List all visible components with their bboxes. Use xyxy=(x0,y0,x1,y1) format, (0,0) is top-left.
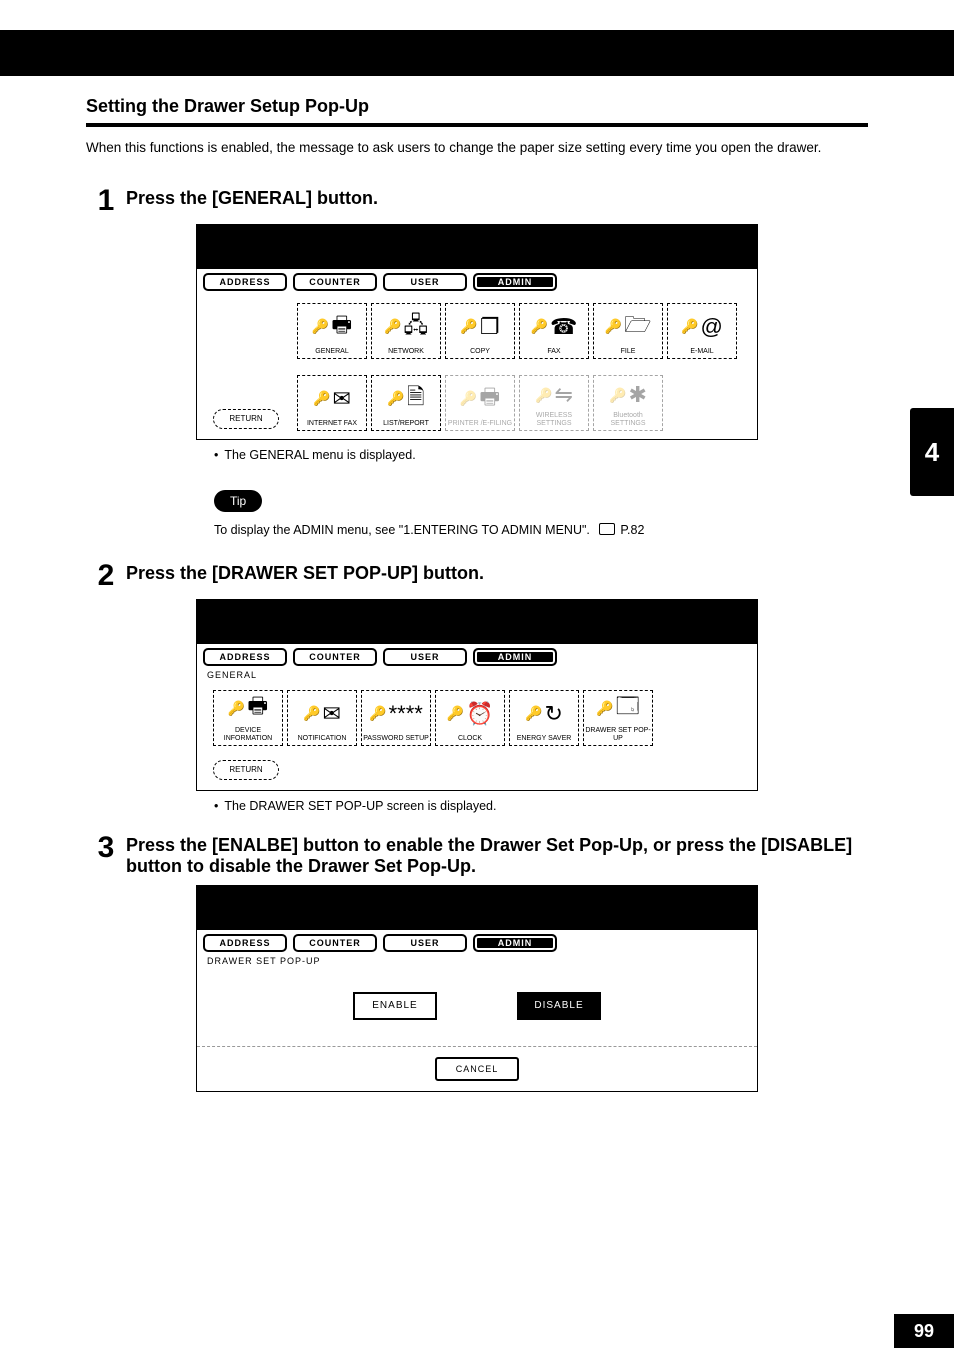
step1-note: •The GENERAL menu is displayed. xyxy=(214,448,868,462)
menu-button[interactable]: 🔑🖶DEVICE INFORMATION xyxy=(213,690,283,746)
menu-button[interactable]: 🔑✱Bluetooth SETTINGS xyxy=(593,375,663,431)
ui-screenshot-2: ADDRESS COUNTER USER ADMIN GENERAL 🔑🖶DEV… xyxy=(196,599,758,791)
tab-user[interactable]: USER xyxy=(383,934,467,952)
return-button[interactable]: RETURN xyxy=(213,409,279,429)
tab-counter[interactable]: COUNTER xyxy=(293,648,377,666)
step-title-1: Press the [GENERAL] button. xyxy=(126,186,868,209)
tab-address[interactable]: ADDRESS xyxy=(203,648,287,666)
tab-address[interactable]: ADDRESS xyxy=(203,273,287,291)
menu-button[interactable]: 🔑🖧NETWORK xyxy=(371,303,441,359)
tab-user[interactable]: USER xyxy=(383,273,467,291)
tab-admin[interactable]: ADMIN xyxy=(473,934,557,952)
menu-button[interactable]: 🔑🗁FILE xyxy=(593,303,663,359)
tab-address[interactable]: ADDRESS xyxy=(203,934,287,952)
tab-admin[interactable]: ADMIN xyxy=(473,273,557,291)
step-number-1: 1 xyxy=(86,186,126,216)
menu-button[interactable]: 🔑@E-MAIL xyxy=(667,303,737,359)
breadcrumb: GENERAL xyxy=(197,670,757,682)
cancel-button[interactable]: CANCEL xyxy=(435,1057,519,1081)
top-black-bar xyxy=(0,30,954,76)
step2-note: •The DRAWER SET POP-UP screen is display… xyxy=(214,799,868,813)
section-title: Setting the Drawer Setup Pop-Up xyxy=(86,96,868,127)
menu-button[interactable]: 🔑❐COPY xyxy=(445,303,515,359)
tab-user[interactable]: USER xyxy=(383,648,467,666)
intro-text: When this functions is enabled, the mess… xyxy=(86,139,868,158)
step-title-3: Press the [ENALBE] button to enable the … xyxy=(126,833,868,877)
tip-text: To display the ADMIN menu, see "1.ENTERI… xyxy=(214,522,868,537)
disable-button[interactable]: DISABLE xyxy=(517,992,601,1020)
menu-button[interactable]: 🔑⏰CLOCK xyxy=(435,690,505,746)
menu-button[interactable]: 🔑🖶PRINTER /E-FILING xyxy=(445,375,515,431)
menu-button[interactable]: 🔑⇋WIRELESS SETTINGS xyxy=(519,375,589,431)
return-button[interactable]: RETURN xyxy=(213,760,279,780)
menu-button[interactable]: 🔑🗎LIST/REPORT xyxy=(371,375,441,431)
menu-button[interactable]: 🔑✉NOTIFICATION xyxy=(287,690,357,746)
tab-counter[interactable]: COUNTER xyxy=(293,934,377,952)
menu-button[interactable]: 🔑↻ENERGY SAVER xyxy=(509,690,579,746)
breadcrumb: DRAWER SET POP-UP xyxy=(197,956,757,968)
chapter-tab: 4 xyxy=(910,408,954,496)
book-icon xyxy=(599,523,615,535)
step-number-2: 2 xyxy=(86,561,126,591)
menu-button[interactable]: 🔑****PASSWORD SETUP xyxy=(361,690,431,746)
menu-button[interactable]: 🔑✉INTERNET FAX xyxy=(297,375,367,431)
tab-admin[interactable]: ADMIN xyxy=(473,648,557,666)
menu-button[interactable]: 🔑☎FAX xyxy=(519,303,589,359)
page-number: 99 xyxy=(894,1314,954,1348)
enable-button[interactable]: ENABLE xyxy=(353,992,437,1020)
tab-counter[interactable]: COUNTER xyxy=(293,273,377,291)
step-title-2: Press the [DRAWER SET POP-UP] button. xyxy=(126,561,868,584)
menu-button[interactable]: 🔑🗔DRAWER SET POP-UP xyxy=(583,690,653,746)
ui-screenshot-3: ADDRESS COUNTER USER ADMIN DRAWER SET PO… xyxy=(196,885,758,1092)
step-number-3: 3 xyxy=(86,833,126,863)
tip-label: Tip xyxy=(214,490,262,512)
ui-screenshot-1: ADDRESS COUNTER USER ADMIN 🔑🖶GENERAL🔑🖧NE… xyxy=(196,224,758,440)
menu-button[interactable]: 🔑🖶GENERAL xyxy=(297,303,367,359)
